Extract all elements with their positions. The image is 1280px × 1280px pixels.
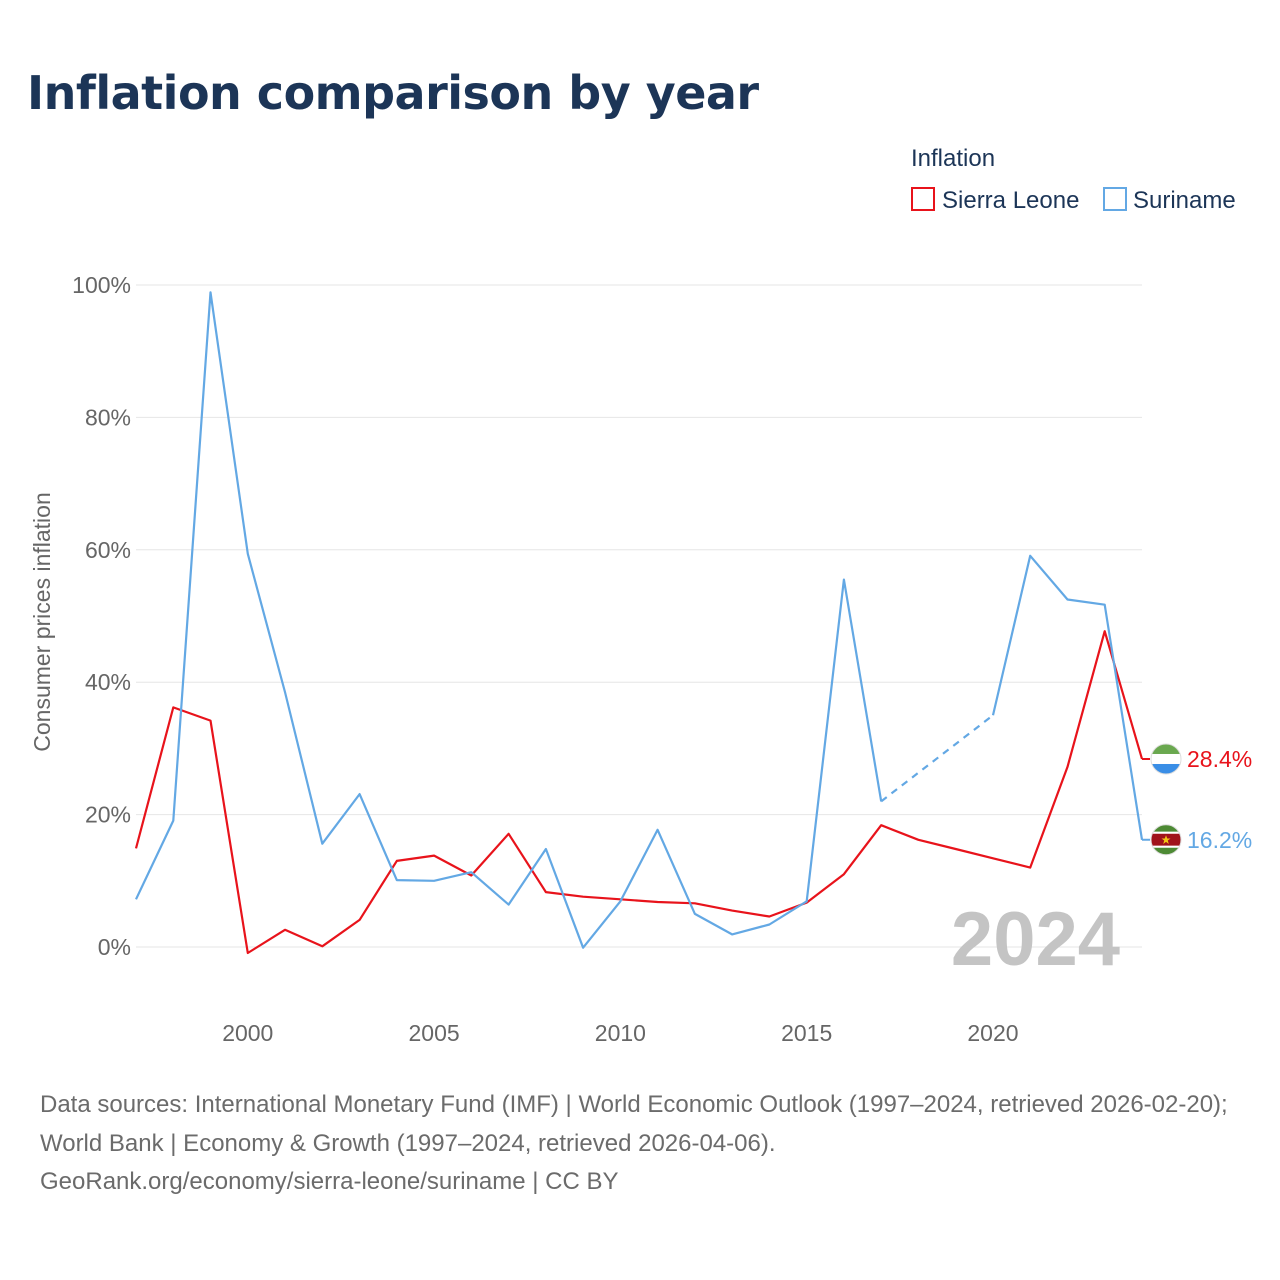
legend-title: Inflation <box>911 145 995 172</box>
x-tick-label: 2020 <box>967 1020 1018 1046</box>
y-tick-label: 60% <box>85 537 131 563</box>
x-tick-label: 2005 <box>408 1020 459 1046</box>
data-sources: Data sources: International Monetary Fun… <box>40 1091 1228 1157</box>
series-line-suriname <box>135 291 1144 949</box>
legend-item-suriname[interactable]: Suriname <box>1103 187 1236 214</box>
legend-swatch-sierra-leone <box>911 187 935 211</box>
y-tick-label: 80% <box>85 404 131 430</box>
y-axis-label: Consumer prices inflation <box>29 492 55 752</box>
series-line-sierra-leone <box>134 630 1144 955</box>
legend: Inflation Sierra Leone Suriname <box>911 145 1236 214</box>
y-tick-label: 0% <box>98 934 131 960</box>
series-dashed-suriname <box>880 714 994 803</box>
grid-lines <box>136 284 1142 948</box>
end-label-sierra-leone: 28.4% <box>1187 746 1252 772</box>
y-tick-label: 40% <box>85 669 131 695</box>
x-tick-label: 2015 <box>781 1020 832 1046</box>
line-chart: 0%20%40%60%80%100% 2000 2005 2010 2015 2020 … <box>29 145 1252 1046</box>
legend-label-sierra-leone: Sierra Leone <box>942 187 1079 214</box>
x-axis-ticks: 2000 2005 2010 2015 2020 <box>222 1020 1018 1046</box>
y-axis-ticks: 0% 20% 40% 60% 80% 100% <box>72 272 131 960</box>
chart-title: Inflation comparison by year <box>27 66 759 120</box>
x-tick-label: 2010 <box>595 1020 646 1046</box>
y-tick-label: 100% <box>72 272 131 298</box>
end-label-suriname: 16.2% <box>1187 827 1252 853</box>
credit-link[interactable]: GeoRank.org/economy/sierra-leone/surinam… <box>40 1168 619 1195</box>
sierra-leone-flag-icon <box>1150 743 1182 775</box>
legend-label-suriname: Suriname <box>1133 187 1236 214</box>
legend-item-sierra-leone[interactable]: Sierra Leone <box>911 187 1079 214</box>
x-tick-label: 2000 <box>222 1020 273 1046</box>
y-tick-label: 20% <box>85 802 131 828</box>
footer: Data sources: International Monetary Fun… <box>40 1086 1245 1202</box>
legend-swatch-suriname <box>1103 187 1127 211</box>
series-lines <box>134 291 1144 955</box>
year-watermark: 2024 <box>951 897 1120 982</box>
end-labels: 28.4% 16.2% <box>1142 746 1252 853</box>
suriname-flag-icon <box>1150 824 1182 856</box>
